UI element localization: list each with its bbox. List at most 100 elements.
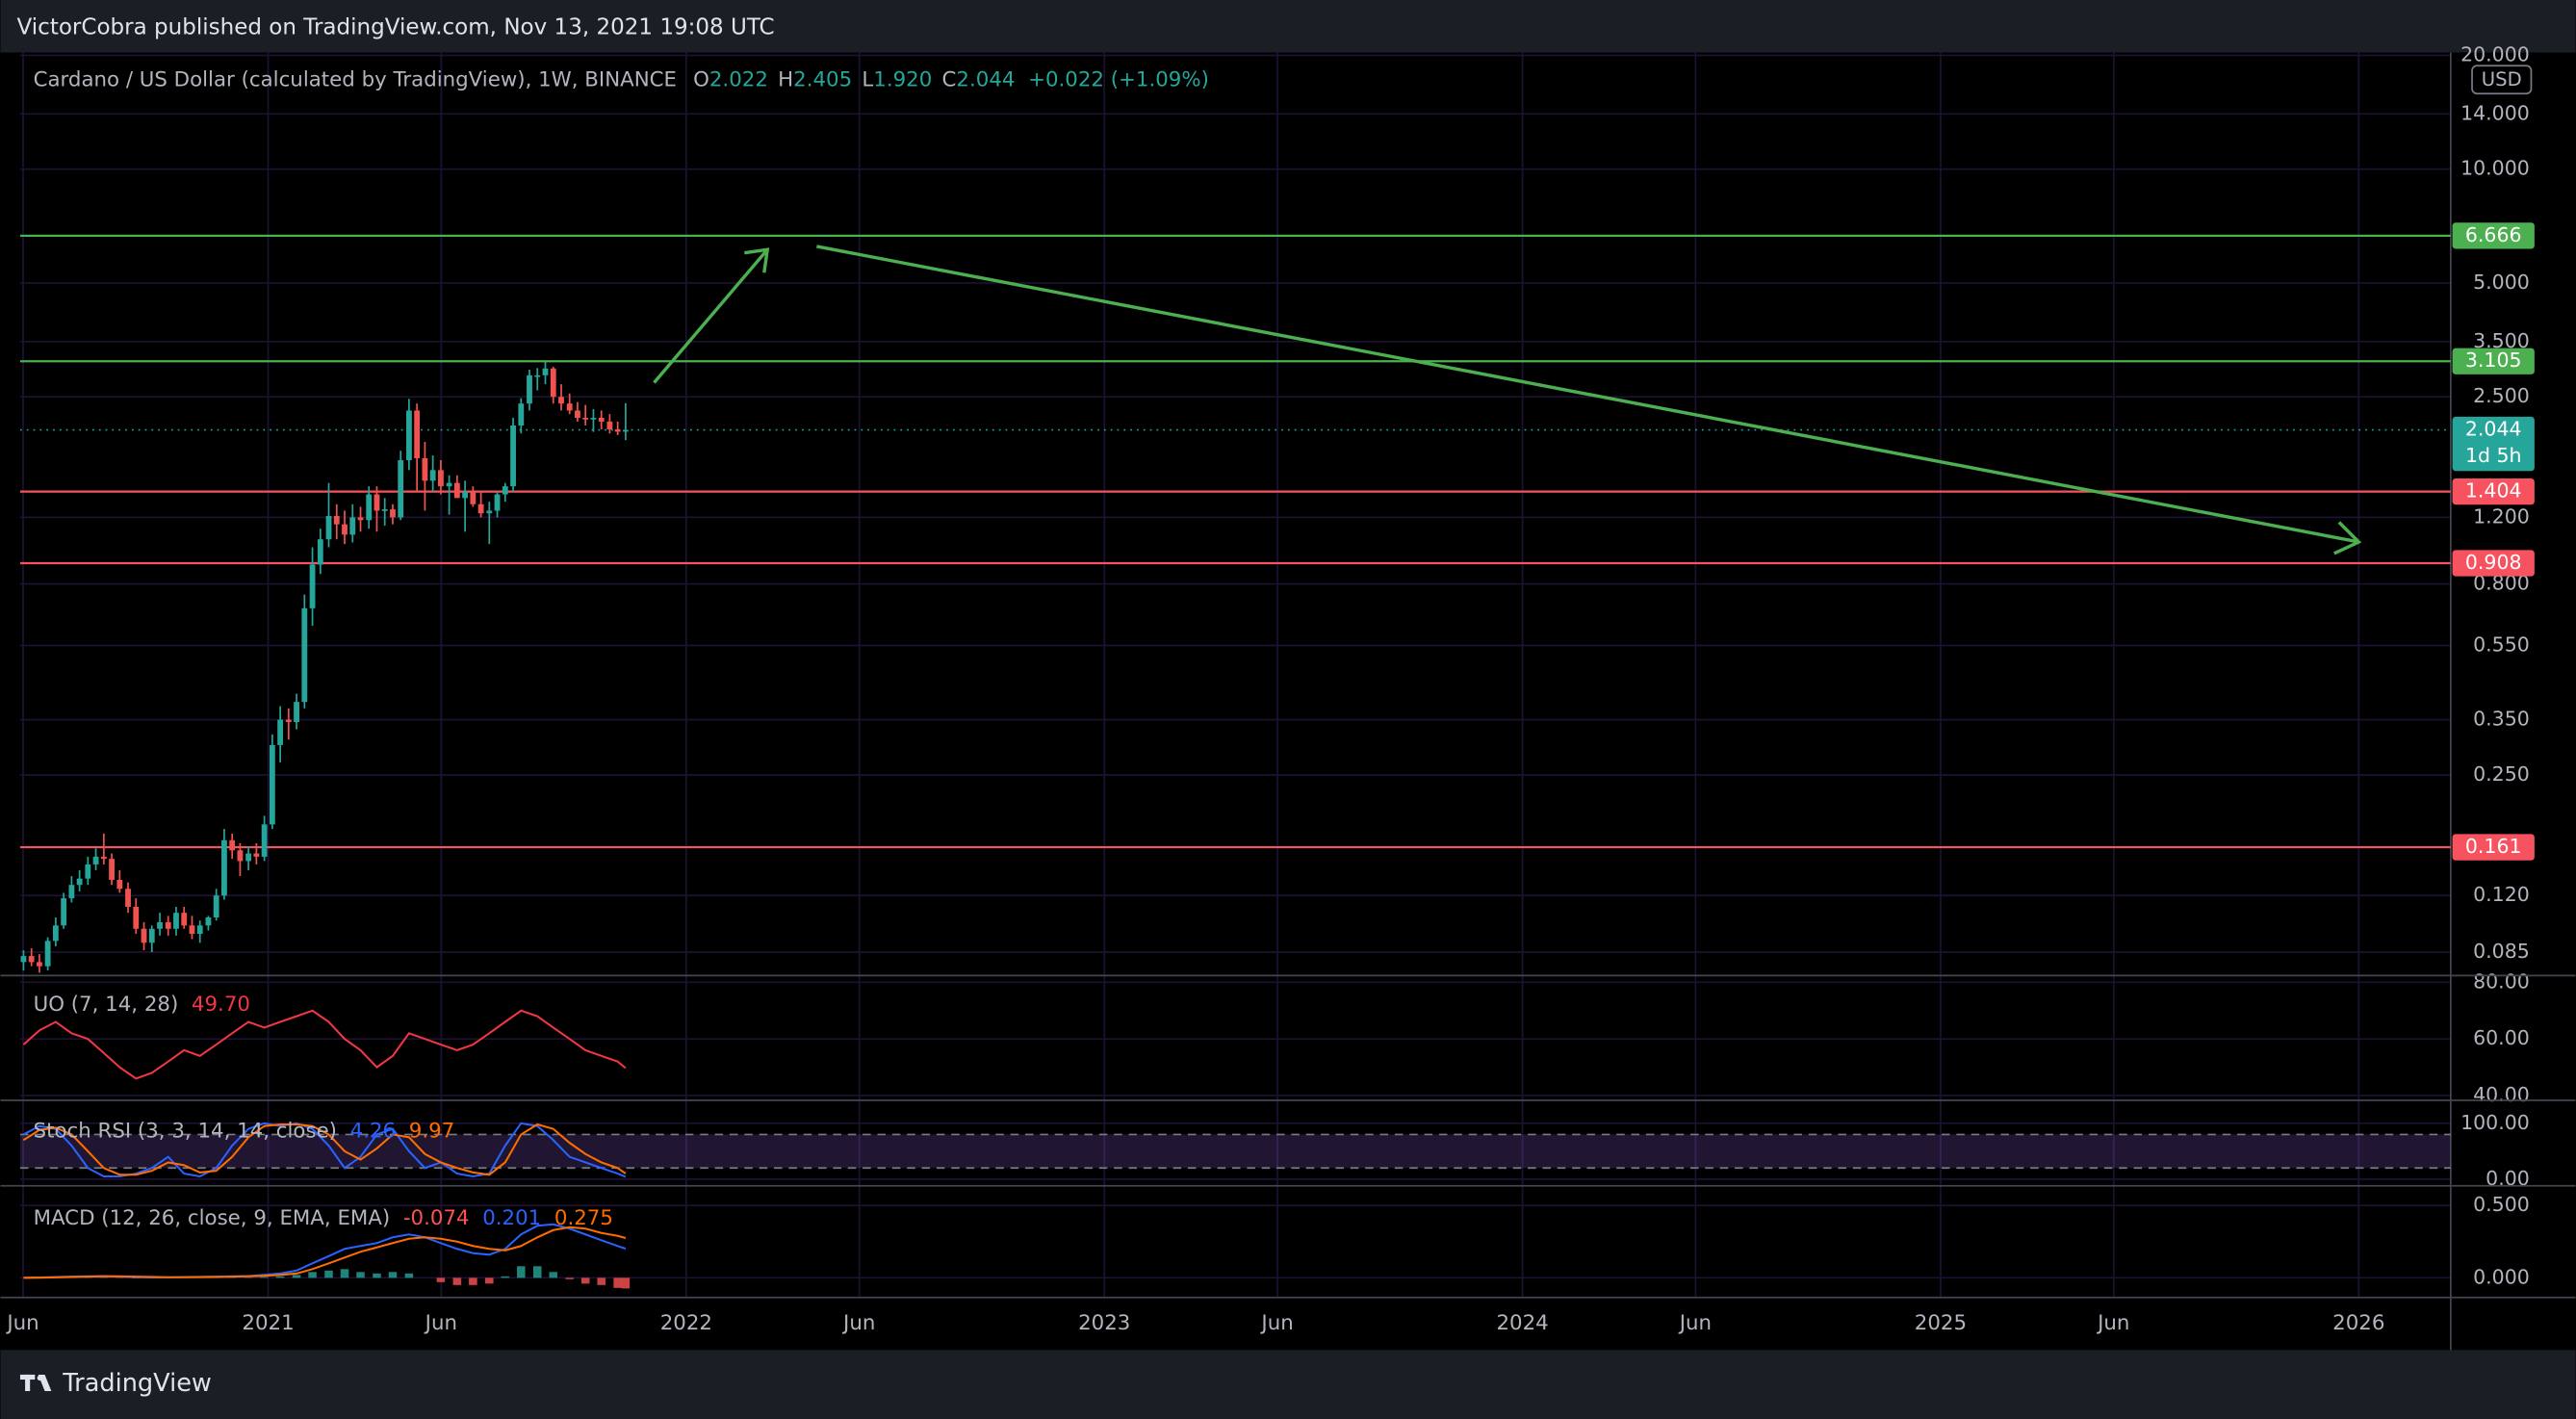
price-legend: Cardano / US Dollar (calculated by Tradi… xyxy=(34,68,1209,92)
brand: TradingView xyxy=(62,1369,212,1398)
y-tick-label: 40.00 xyxy=(2473,1083,2530,1106)
y-tick-label: 5.000 xyxy=(2473,271,2530,294)
currency-badge xyxy=(2471,64,2533,95)
x-tick-label: Jun xyxy=(424,1311,457,1335)
candle-body xyxy=(366,494,373,521)
candle-body xyxy=(333,515,340,525)
candle-body xyxy=(221,839,227,896)
y-tick-label: 1.200 xyxy=(2473,504,2530,528)
candle-body xyxy=(181,913,188,926)
candle-body xyxy=(245,853,252,862)
band-fill xyxy=(19,1134,2451,1169)
candle-body xyxy=(92,856,99,864)
candle-body xyxy=(566,403,573,411)
candle-body xyxy=(406,410,412,460)
countdown: 1d 5h xyxy=(2465,444,2522,467)
candle-body xyxy=(527,374,532,404)
ohlc-key: C xyxy=(942,68,957,92)
candle-body xyxy=(438,470,444,487)
candle-body xyxy=(486,510,493,514)
indicator-value: 0.201 xyxy=(482,1206,541,1230)
indicator-value: -0.074 xyxy=(403,1206,470,1230)
candle-body xyxy=(37,962,42,967)
candle-body xyxy=(550,368,556,398)
histogram-bar xyxy=(356,1272,365,1278)
candle-body xyxy=(477,503,484,514)
level-badge xyxy=(2452,222,2535,249)
candle-body xyxy=(390,509,396,518)
candle-body xyxy=(470,492,477,504)
histogram-bar xyxy=(308,1272,317,1278)
indicator-line xyxy=(23,1226,627,1279)
y-tick-label: 14.000 xyxy=(2460,101,2530,124)
candle-body xyxy=(253,853,260,857)
ohlc-value: 2.022 xyxy=(709,68,768,92)
candle-body xyxy=(414,410,421,458)
level-label: 1.404 xyxy=(2465,479,2522,503)
histogram-bar xyxy=(597,1277,605,1285)
level-label: 6.666 xyxy=(2465,223,2522,246)
y-tick-label: 100.00 xyxy=(2460,1111,2530,1134)
candle-body xyxy=(381,509,388,511)
candle-body xyxy=(229,839,236,851)
candle-body xyxy=(510,425,516,487)
candle-body xyxy=(422,457,428,481)
header-bar xyxy=(0,0,2576,53)
ohlc-key: O xyxy=(693,68,709,92)
candle-body xyxy=(294,702,299,723)
y-tick-label: 0.000 xyxy=(2473,1265,2530,1288)
last-price-badge xyxy=(2452,416,2535,472)
candle-body xyxy=(148,928,155,943)
histogram-bar xyxy=(580,1277,590,1284)
indicator-value: 4.26 xyxy=(350,1119,396,1143)
plot: Jun 2021 Jun 2022 Jun 2023 Jun 2024 Jun 2025 Jun 20… xyxy=(0,42,2576,1351)
y-tick-label: 20.000 xyxy=(2460,42,2530,65)
candle-body xyxy=(141,928,147,943)
candle-body xyxy=(61,898,67,926)
candle-body xyxy=(277,719,284,745)
candle-body xyxy=(157,921,163,929)
level-badge xyxy=(2452,550,2535,577)
price-change: +0.022 (+1.09%) xyxy=(1028,68,1209,92)
histogram-bar xyxy=(621,1277,631,1289)
arrow-head xyxy=(744,247,770,273)
candle-body xyxy=(109,859,115,880)
indicator-title: Stoch RSI (3, 3, 14, 14, close) xyxy=(34,1119,337,1143)
ohlc-value: 1.920 xyxy=(873,68,932,92)
histogram-bar xyxy=(275,1276,285,1278)
indicator-value: 9.97 xyxy=(409,1119,454,1143)
y-tick-label: 0.350 xyxy=(2473,708,2530,731)
candle-body xyxy=(534,374,541,377)
candle-body xyxy=(133,906,140,929)
histogram-bar xyxy=(404,1273,414,1278)
candle-body xyxy=(502,486,508,495)
level-badge xyxy=(2452,834,2535,861)
chart-area xyxy=(0,52,2576,1351)
ohlc-value: 2.044 xyxy=(956,68,1015,92)
logo-part xyxy=(25,1374,31,1391)
histogram-bar xyxy=(549,1272,558,1278)
candle-body xyxy=(76,878,83,886)
candle-body xyxy=(623,429,629,432)
x-tick-label: 2023 xyxy=(1078,1311,1130,1335)
indicator-line xyxy=(22,1122,627,1176)
stoch-legend: Stoch RSI (3, 3, 14, 14, close) 4.26 9.97 xyxy=(34,1119,455,1143)
level-badge xyxy=(2452,477,2535,505)
candle-body xyxy=(237,850,244,862)
candle-body xyxy=(165,921,171,929)
up-arrow xyxy=(653,248,769,384)
histogram-bar xyxy=(373,1273,381,1278)
candle-body xyxy=(269,744,275,825)
histogram-bar xyxy=(613,1277,622,1288)
candle-body xyxy=(518,403,525,426)
histogram-bar xyxy=(532,1266,542,1278)
candle-body xyxy=(309,564,316,608)
candle-body xyxy=(213,895,219,917)
candle-body xyxy=(606,421,613,430)
candle-body xyxy=(398,459,404,518)
candle-body xyxy=(374,494,380,511)
currency: USD xyxy=(2482,68,2522,90)
x-tick-label: 2022 xyxy=(660,1311,712,1335)
